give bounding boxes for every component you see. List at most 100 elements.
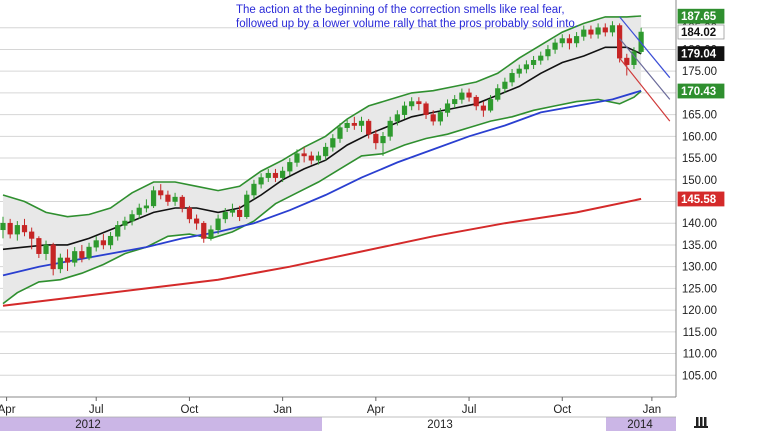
candle-body — [495, 88, 501, 100]
candle-body — [14, 225, 20, 235]
y-tick-label: 165.00 — [682, 110, 717, 122]
candle-body — [387, 120, 393, 137]
candle-body — [366, 120, 372, 135]
price-tag-label: 170.43 — [681, 86, 716, 98]
candle-body — [344, 123, 350, 128]
sma-long-line — [2, 197, 642, 307]
x-axis: Apr Jul Oct Jan Apr Jul Oct Jan 2012 2013 2014 — [0, 396, 676, 431]
candle-body — [237, 209, 243, 218]
candle-body — [7, 222, 13, 235]
scroll-handle-bar[interactable] — [704, 417, 707, 426]
x-month-label: Oct — [180, 404, 199, 416]
y-tick-label: 155.00 — [682, 153, 717, 165]
candle-body — [79, 251, 85, 259]
candle-body — [258, 177, 264, 185]
candle-body — [487, 99, 494, 111]
candle-body — [416, 101, 422, 105]
price-tag-box — [677, 46, 725, 62]
x-month-label: Apr — [0, 404, 16, 416]
candle-body — [215, 218, 221, 231]
candle-body — [272, 172, 279, 178]
candle-body — [29, 231, 35, 239]
candle-body — [57, 257, 63, 270]
year-bar-2014 — [606, 417, 676, 431]
candle-body — [244, 194, 250, 218]
candle-body — [129, 214, 135, 222]
candle-body — [143, 205, 150, 209]
candle-body — [437, 112, 443, 122]
candle-body — [588, 29, 594, 35]
price-tag-box — [677, 191, 725, 207]
candle-body — [193, 218, 200, 224]
candle-body — [373, 133, 379, 144]
candle-body — [251, 183, 257, 196]
candle-body — [617, 25, 623, 59]
year-bar-2013 — [322, 417, 606, 431]
bollinger-lower-line — [2, 90, 642, 305]
candle-body — [595, 27, 601, 35]
candle-body — [100, 240, 106, 246]
candle-body — [538, 55, 544, 61]
candle-body — [530, 60, 537, 65]
trend-line — [619, 16, 671, 79]
candles — [0, 21, 644, 276]
y-tick-label: 115.00 — [683, 327, 717, 339]
candle-body — [280, 170, 286, 178]
candle-body — [93, 240, 99, 248]
candle-body — [122, 220, 128, 226]
candle-body — [21, 225, 28, 233]
sma-mid-line — [2, 89, 642, 277]
candle-body — [50, 244, 56, 270]
scroll-handle-base[interactable] — [694, 426, 708, 428]
candle-body — [459, 92, 465, 100]
candle-body — [552, 42, 558, 50]
candle-body — [409, 101, 415, 107]
candle-body — [337, 127, 343, 139]
candle-body — [0, 222, 6, 231]
candle-body — [480, 105, 486, 111]
price-tag-label: 187.65 — [681, 11, 717, 23]
candle-body — [509, 73, 515, 83]
candle-body — [301, 153, 307, 157]
y-tick-label: 110.00 — [683, 349, 717, 361]
bollinger-band — [2, 15, 642, 305]
price-tag-box — [677, 83, 725, 99]
x-month-label: Apr — [367, 404, 385, 416]
candle-body — [624, 57, 630, 65]
candle-body — [107, 235, 114, 246]
candle-body — [136, 207, 142, 215]
candle-body — [308, 155, 314, 161]
scroll-handle-bar[interactable] — [696, 417, 699, 426]
candle-body — [186, 207, 193, 220]
candle-body — [358, 120, 365, 126]
candle-body — [502, 81, 508, 89]
candle-body — [287, 162, 293, 172]
candle-body — [229, 209, 236, 213]
candle-body — [150, 190, 157, 207]
candle-body — [158, 190, 164, 196]
bollinger-upper-line — [2, 15, 642, 218]
candle-body — [523, 64, 530, 70]
candle-body — [430, 114, 436, 122]
candle-body — [315, 155, 322, 161]
x-year-label: 2014 — [627, 419, 653, 431]
candle-body — [64, 257, 71, 263]
price-tags: 187.65 184.02 179.04 170.43 145.58 — [677, 8, 725, 207]
candle-body — [380, 136, 386, 144]
y-tick-label: 130.00 — [682, 262, 717, 274]
candle-body — [573, 36, 580, 44]
y-tick-label: 125.00 — [682, 283, 717, 295]
candle-body — [609, 25, 616, 33]
scroll-handle-icon[interactable] — [694, 417, 708, 428]
price-tag-label: 145.58 — [681, 194, 717, 206]
scroll-handle-bar[interactable] — [700, 417, 703, 426]
y-tick-label: 135.00 — [682, 240, 717, 252]
candle-body — [179, 196, 185, 209]
chart-annotation: The action at the beginning of the corre… — [236, 4, 578, 30]
candle-body — [423, 103, 429, 115]
candle-body — [43, 244, 49, 254]
candle-body — [86, 246, 92, 259]
x-year-label: 2012 — [75, 419, 101, 431]
